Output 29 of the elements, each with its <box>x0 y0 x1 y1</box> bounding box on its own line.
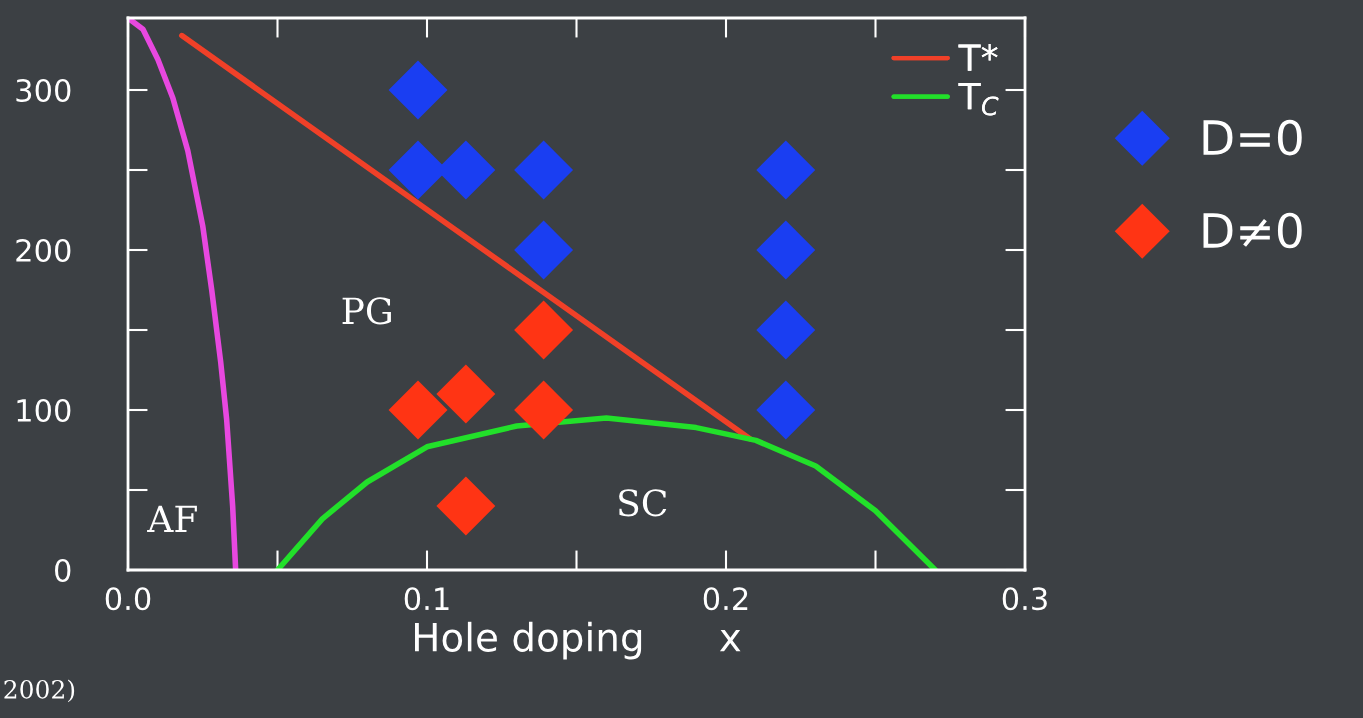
point <box>514 300 574 360</box>
x-tick-label: 0.2 <box>703 587 748 611</box>
legend-label: T* <box>958 43 998 71</box>
point <box>436 364 496 424</box>
point <box>436 476 496 536</box>
point <box>756 140 816 200</box>
point <box>756 300 816 360</box>
point <box>514 140 574 200</box>
annotation: SC <box>619 489 667 517</box>
point <box>756 380 816 440</box>
x-tick-label: 0.0 <box>105 587 151 611</box>
annotation: AF <box>147 505 197 532</box>
y-tick-label: 0 <box>55 558 71 583</box>
point <box>514 380 574 440</box>
x-tick-label: 0.3 <box>1002 587 1047 611</box>
legend-label: D=0 <box>1203 119 1302 156</box>
x-tick-label: 0.1 <box>404 587 449 611</box>
point <box>756 220 816 280</box>
legend-label: D≠0 <box>1203 212 1302 249</box>
legend-label: T$_{C}$ <box>958 82 999 116</box>
y-tick-label: 200 <box>16 238 71 263</box>
text: 2002) <box>4 679 75 703</box>
y-tick-label: 100 <box>17 398 71 423</box>
x-axis-title: Hole doping x <box>415 621 741 660</box>
annotation: PG <box>342 297 391 325</box>
point <box>514 220 574 280</box>
point <box>388 380 448 440</box>
point <box>388 60 448 120</box>
y-tick-label: 300 <box>16 78 71 103</box>
